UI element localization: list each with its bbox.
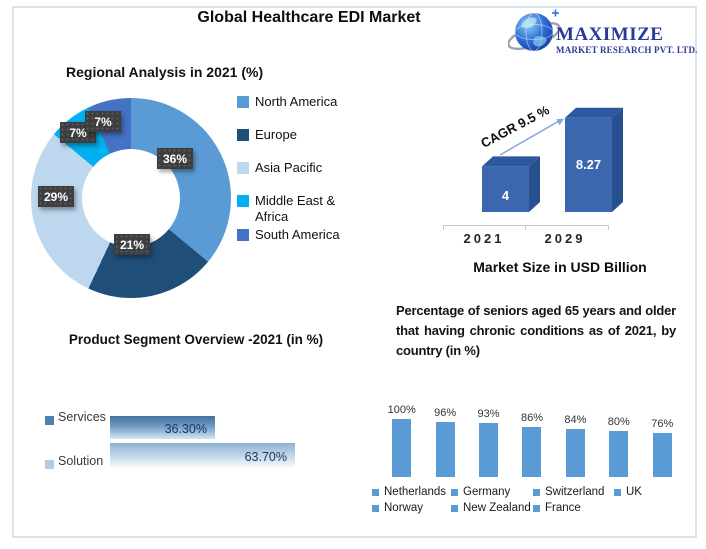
legend-marker-icon (451, 504, 458, 512)
bar (392, 419, 412, 477)
market-size-chart: CAGR 9.5 % 4 8.27 2021 2029 Market Size … (440, 95, 680, 285)
legend-label: Germany (463, 486, 511, 498)
regional-chart-title: Regional Analysis in 2021 (%) (66, 64, 264, 80)
bar-value-label: 63.70% (244, 450, 287, 464)
legend-item: Norway (372, 502, 451, 514)
globe-icon (508, 9, 561, 52)
legend-item: Middle East & Africa (237, 193, 355, 225)
bar-3d-face (565, 117, 612, 212)
bar-column: 86% (510, 403, 553, 477)
seniors-bar-chart: 100% 96% 93% 86% 84% 80% 76% (380, 403, 684, 477)
bar-value-label: 4 (501, 188, 510, 203)
bar-3d-face (482, 166, 529, 212)
legend-marker-icon (237, 162, 249, 174)
axis-tick (443, 225, 444, 230)
legend-label: Europe (255, 127, 297, 142)
bar-value-label: 8.27 (575, 157, 602, 172)
legend-marker-icon (45, 460, 54, 469)
bar (435, 422, 455, 477)
x-axis-category: 2029 (544, 231, 586, 246)
legend-item: North America (237, 94, 355, 110)
legend-marker-icon (237, 129, 249, 141)
legend-marker-icon (237, 96, 249, 108)
bar-3d-face (565, 107, 623, 118)
legend-item: France (533, 502, 614, 514)
bar-solution: 63.70% (110, 443, 295, 467)
bar-value-label: 93% (477, 408, 500, 420)
border-frame (12, 6, 697, 538)
legend-label: New Zealand (463, 502, 531, 514)
bar-column: 96% (423, 403, 466, 477)
logo-brand-text: MAXIMIZE (556, 24, 664, 45)
bar-value-label: 96% (434, 407, 457, 419)
bar-3d-face (529, 156, 540, 212)
legend-item: UK (614, 486, 684, 498)
pie-data-label: 7% (85, 111, 121, 132)
bar-column: 76% (641, 403, 684, 477)
legend-item: South America (237, 227, 355, 243)
pie-data-label: 21% (114, 234, 150, 255)
bar-3d-face (482, 156, 540, 167)
seniors-legend: Netherlands Germany Switzerland UK Norway New… (372, 486, 684, 514)
company-logo: MAXIMIZE MARKET RESEARCH PVT. LTD. (504, 5, 704, 65)
bar-value-label: 86% (520, 412, 543, 424)
legend-item: New Zealand (451, 502, 533, 514)
product-chart-title: Product Segment Overview -2021 (in %) (68, 332, 324, 347)
legend-item: Germany (451, 486, 533, 498)
legend-marker-icon (451, 488, 458, 496)
bar-column: 84% (554, 403, 597, 477)
page-title: Global Healthcare EDI Market (197, 9, 421, 26)
pie-data-label: 36% (157, 148, 193, 169)
bar-value-label: 80% (607, 416, 630, 428)
bar-3d-face (612, 107, 623, 212)
legend-label: UK (626, 486, 642, 498)
legend-item: Europe (237, 127, 355, 143)
3d-bar-chart (482, 107, 623, 212)
legend-label: Middle East & Africa (255, 193, 336, 224)
bar-column: 100% (380, 403, 423, 477)
axis-tick (608, 225, 609, 230)
growth-arrow-icon (499, 118, 564, 156)
seniors-chart-title: Percentage of seniors aged 65 years and … (396, 303, 676, 358)
bar (565, 429, 585, 477)
legend-label: Switzerland (545, 486, 605, 498)
legend-label: France (545, 502, 581, 514)
logo-subtitle-text: MARKET RESEARCH PVT. LTD. (556, 45, 698, 55)
x-axis-title: Market Size in USD Billion (473, 259, 647, 275)
axis-tick (525, 225, 526, 230)
legend-label: Netherlands (384, 486, 447, 498)
legend-label: Services (58, 410, 106, 424)
legend-label: North America (255, 94, 338, 109)
legend-label: Norway (384, 502, 423, 514)
legend-marker-icon (372, 488, 379, 496)
x-axis-category: 2021 (463, 231, 505, 246)
bar-value-label: 100% (387, 404, 416, 416)
legend-marker-icon (45, 416, 54, 425)
bar (522, 427, 542, 477)
legend-item: Switzerland (533, 486, 614, 498)
legend-marker-icon (533, 488, 540, 496)
bar-value-label: 36.30% (164, 422, 207, 436)
regional-donut-chart: 36% 21% 29% 7% 7% (31, 98, 231, 298)
bar (479, 423, 499, 477)
bar-services: 36.30% (110, 416, 215, 439)
legend-marker-icon (533, 504, 540, 512)
bar-column: 80% (597, 403, 640, 477)
pie-data-label: 29% (38, 186, 74, 207)
legend-label: South America (255, 227, 340, 242)
bar (609, 431, 629, 477)
bar-value-label: 76% (651, 418, 674, 430)
bar (652, 433, 672, 477)
legend-label: Solution (58, 454, 104, 468)
bar-value-label: 84% (564, 414, 587, 426)
legend-item: Netherlands (372, 486, 451, 498)
legend-label: Asia Pacific (255, 160, 323, 175)
legend-marker-icon (614, 488, 621, 496)
legend-marker-icon (237, 195, 249, 207)
bar-column: 93% (467, 403, 510, 477)
legend-marker-icon (237, 229, 249, 241)
legend-item: Asia Pacific (237, 160, 355, 176)
legend-marker-icon (372, 504, 379, 512)
